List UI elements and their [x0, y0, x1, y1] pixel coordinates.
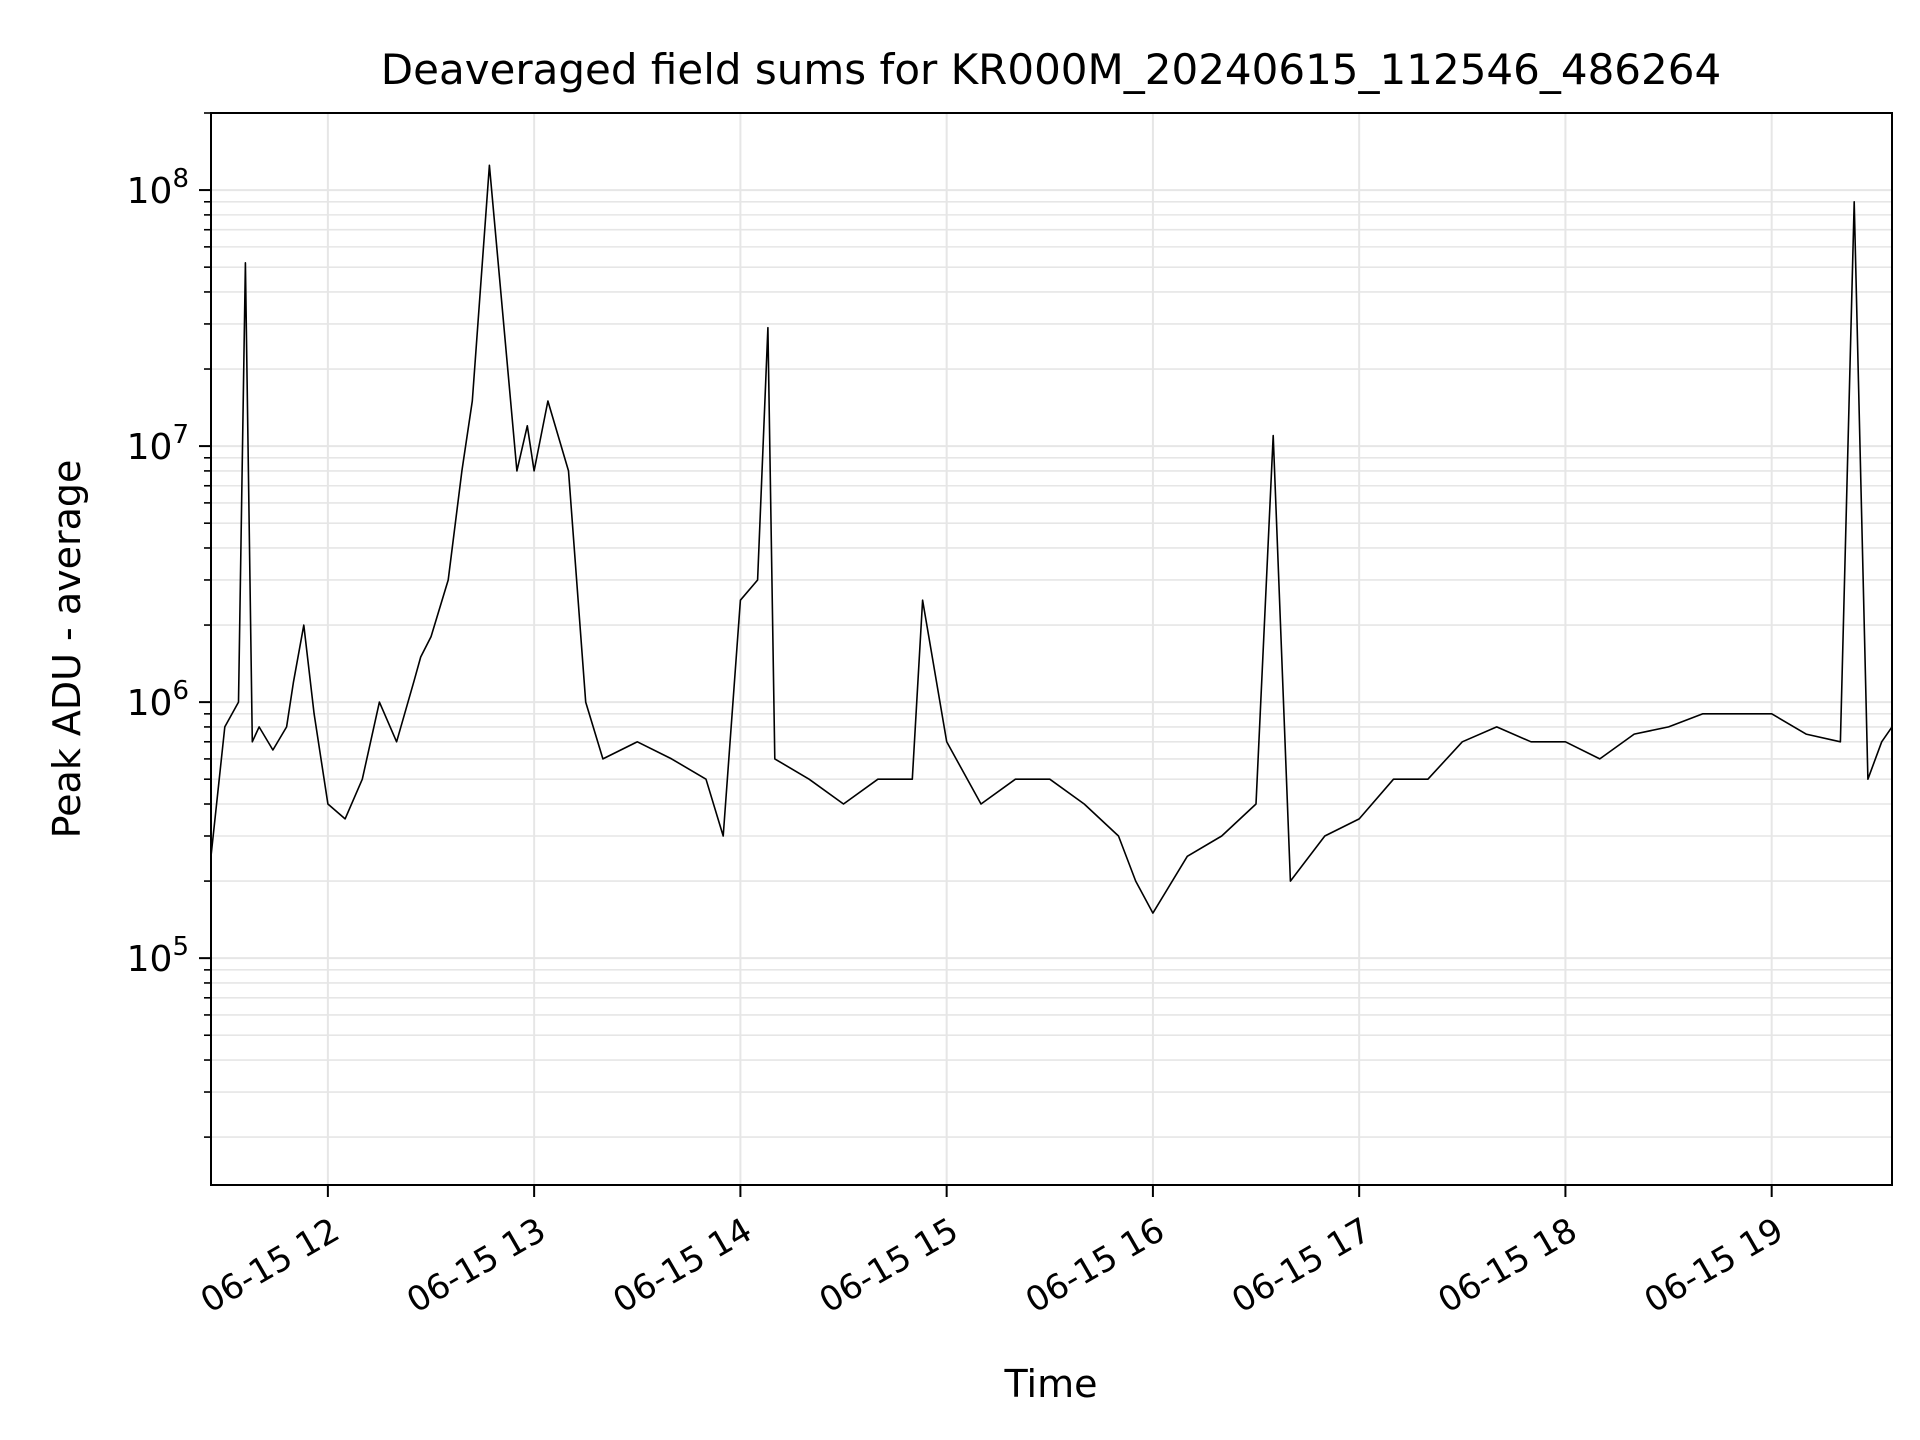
y-tick-label: 108	[127, 164, 189, 212]
y-axis: 105 106 107 108	[127, 112, 211, 1138]
series-line	[210, 164, 1893, 914]
series-layer	[210, 164, 1893, 914]
y-tick-label: 105	[127, 932, 189, 980]
y-tick-label: 106	[127, 676, 189, 724]
chart-title: Deaveraged field sums for KR000M_2024061…	[381, 45, 1721, 94]
plot-frame	[210, 112, 1893, 1186]
grid	[211, 112, 1892, 1185]
y-axis-label: Peak ADU - average	[45, 460, 89, 839]
y-tick-label: 107	[127, 420, 189, 468]
x-axis-label: Time	[1004, 1362, 1098, 1406]
